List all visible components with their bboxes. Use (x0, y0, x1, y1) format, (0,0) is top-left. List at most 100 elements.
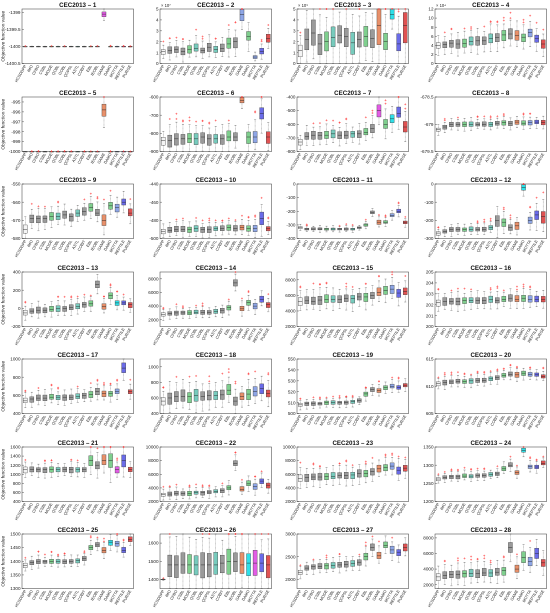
box (49, 394, 54, 400)
outlier-marker (502, 113, 505, 116)
box (173, 555, 179, 579)
x-tick-label: CFBO (306, 152, 316, 164)
x-tick-label: GAME (96, 239, 106, 252)
outlier-marker (463, 557, 466, 560)
outlier-marker (181, 38, 184, 41)
outlier-marker (89, 149, 92, 152)
panel-title: CEC2013 – 7 (334, 89, 372, 96)
x-tick-label: MODE (456, 151, 466, 164)
x-tick-label: MODE (181, 502, 191, 515)
outlier-marker (489, 288, 492, 291)
outlier-marker (207, 533, 210, 536)
outlier-marker (515, 285, 518, 288)
box (383, 385, 388, 391)
chart-panel: CEC2013 – 10 -500 -480 -460 -440 HCSDDPPIMOCF… (149, 177, 272, 258)
x-tick-label: QOBL (325, 63, 335, 76)
box (121, 547, 126, 554)
x-tick-label: CSBL (450, 501, 460, 513)
box (442, 41, 447, 48)
y-axis-label: Objective function value (1, 11, 7, 62)
outlier-marker (227, 298, 230, 301)
x-tick-label: CSBL (38, 63, 48, 75)
y-tick-label: 0 (293, 182, 296, 187)
outlier-marker (194, 120, 197, 123)
x-tick-label: QOBL (50, 63, 60, 76)
outlier-marker (83, 293, 86, 296)
x-tick-label: QOBL (325, 414, 335, 427)
x-tick-label: HCSDDPP (151, 414, 165, 433)
x-tick-label: MODE (181, 151, 191, 164)
x-tick-label: QOPSL (62, 238, 73, 253)
x-tick-label: IMO (301, 152, 309, 161)
x-tick-label: QOBL (188, 501, 198, 514)
y-tick-label: 540 (288, 368, 296, 373)
outlier-marker (325, 554, 328, 557)
panel-title: CEC2013 – 12 (470, 177, 511, 184)
x-tick-label: DAMO (515, 327, 525, 340)
outlier-marker (89, 535, 92, 538)
outlier-marker (102, 295, 105, 298)
x-tick-label: QOPSL (62, 151, 73, 166)
x-tick-label: ASTL (208, 501, 218, 513)
outlier-marker (312, 396, 315, 399)
x-tick-label: IEOBL (227, 63, 237, 76)
x-tick-label: CSBL (38, 326, 48, 338)
x-tick-label: HCSDDPP (14, 151, 28, 170)
x-tick-label: ASTL (208, 63, 218, 75)
outlier-marker (371, 111, 374, 114)
y-tick-label: -400 (286, 236, 296, 241)
y-tick-label: 3 (155, 28, 158, 33)
outlier-marker (207, 122, 210, 125)
outlier-marker (24, 45, 27, 48)
x-tick-label: DAMO (240, 327, 250, 340)
outlier-marker (57, 387, 60, 390)
box (101, 454, 107, 465)
x-tick-label: IMO (438, 152, 446, 161)
x-tick-label: CSBL (175, 589, 185, 601)
outlier-marker (318, 397, 321, 400)
outlier-marker (240, 7, 243, 10)
plot-area (159, 359, 272, 415)
x-tick-label: PURGE (396, 239, 407, 254)
panel-title: CEC2013 – 4 (472, 2, 510, 9)
x-tick-label: MODE (43, 414, 53, 427)
x-tick-label: ASTL (71, 63, 81, 75)
x-tick-label: GOBL (57, 501, 67, 514)
outlier-marker (371, 456, 374, 459)
outlier-marker (364, 544, 367, 547)
x-tick-label: DAMO (240, 152, 250, 165)
x-tick-label: CSBL (38, 151, 48, 163)
outlier-marker (109, 382, 112, 385)
box (36, 215, 41, 224)
outlier-marker (24, 557, 27, 560)
outlier-marker (528, 206, 531, 209)
x-tick-label: ASTL (71, 501, 81, 513)
x-tick-label: GOBL (469, 501, 479, 514)
x-tick-label: HCSDDPP (426, 239, 440, 258)
outlier-marker (233, 270, 236, 273)
box (226, 549, 231, 575)
x-tick-label: QOBL (50, 501, 60, 514)
box (186, 310, 192, 315)
outlier-marker (404, 107, 407, 110)
outlier-marker (528, 112, 531, 115)
box (514, 565, 519, 573)
x-tick-label: QOPSL (337, 63, 348, 78)
outlier-marker (312, 121, 315, 124)
box (95, 280, 100, 288)
box (389, 384, 395, 389)
x-tick-label: GAME (509, 589, 519, 602)
x-tick-label: ASTL (208, 238, 218, 250)
box (258, 554, 264, 573)
outlier-marker (299, 31, 302, 34)
x-tick-label: IEOBL (502, 238, 512, 251)
box (468, 569, 473, 578)
x-tick-label: CSBL (38, 589, 48, 601)
outlier-marker (364, 460, 367, 463)
x-tick-label: CFBO (443, 327, 453, 339)
outlier-marker (338, 462, 341, 465)
box (376, 104, 382, 117)
outlier-marker (443, 372, 446, 375)
box (167, 393, 172, 405)
x-tick-label: ASTL (346, 238, 356, 250)
